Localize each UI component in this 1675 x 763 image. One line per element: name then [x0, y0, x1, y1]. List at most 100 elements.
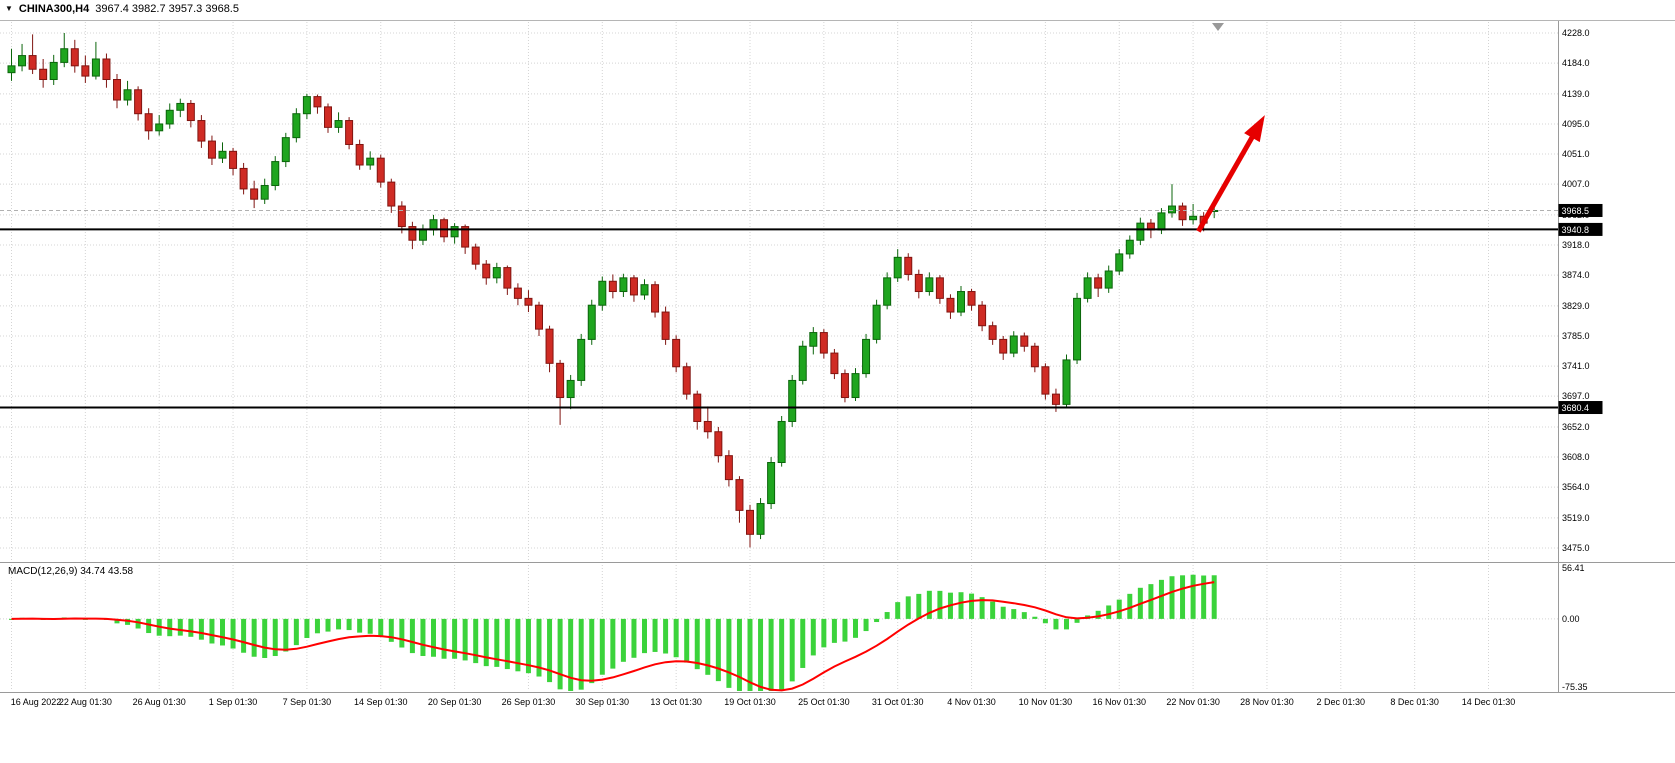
candle-body	[1073, 297, 1082, 361]
candle-body	[229, 150, 238, 169]
candle-body	[144, 113, 153, 132]
price-axis-label: 4095.0	[1562, 119, 1590, 129]
candle-body	[862, 338, 871, 375]
candle-body	[672, 338, 681, 368]
price-axis-label: 4184.0	[1562, 58, 1590, 68]
candle-body	[197, 120, 206, 142]
candle-body	[186, 102, 195, 122]
candle-body	[1051, 393, 1060, 405]
candle-body	[1178, 205, 1187, 221]
candle-body	[545, 328, 554, 364]
candle-body	[39, 68, 48, 81]
candle-body	[1020, 335, 1029, 347]
candle-body	[102, 58, 111, 81]
candle-body	[746, 509, 754, 535]
candle-body	[798, 345, 807, 381]
candle-body	[619, 277, 628, 293]
time-axis-label: 16 Aug 2022	[11, 697, 62, 707]
time-axis-label: 28 Nov 01:30	[1240, 697, 1294, 707]
candles[interactable]	[7, 33, 1219, 548]
price-axis-label: 3829.0	[1562, 301, 1590, 311]
candle-body	[260, 185, 269, 200]
candle-body	[999, 338, 1008, 354]
macd-indicator-label: MACD(12,26,9) 34.74 43.58	[8, 566, 134, 577]
time-axis-label: 22 Aug 01:30	[59, 697, 112, 707]
candle-body	[176, 102, 185, 111]
macd-axis[interactable]: 56.41 0.00 -75.35	[1562, 563, 1588, 692]
time-axis-label: 4 Nov 01:30	[947, 697, 996, 707]
candle-body	[513, 287, 522, 299]
price-axis-label: 3874.0	[1562, 270, 1590, 280]
candle-body	[1009, 335, 1018, 354]
candle-body	[1104, 270, 1113, 289]
macd-axis-label: 0.00	[1562, 614, 1580, 624]
candle-body	[49, 61, 58, 81]
candle-body	[577, 338, 586, 381]
candle-body	[714, 431, 723, 457]
pane-separators	[0, 20, 1675, 693]
price-axis-label: 3475.0	[1562, 543, 1590, 553]
trend-arrow[interactable]	[1196, 115, 1265, 233]
price-axis[interactable]: 4228.04184.04139.04095.04051.04007.03962…	[1562, 28, 1590, 553]
chart-shift-marker[interactable]	[1212, 23, 1224, 31]
candle-body	[334, 120, 343, 128]
candle-body	[651, 284, 660, 313]
candle-body	[292, 113, 301, 139]
candle-body	[724, 455, 733, 481]
ohlc-quote-label: 3967.4 3982.7 3957.3 3968.5	[95, 3, 239, 15]
price-axis-label: 4007.0	[1562, 179, 1590, 189]
price-axis-label: 3608.0	[1562, 452, 1590, 462]
candle-body	[91, 58, 100, 77]
hline-price-tag: 3940.8	[1558, 222, 1603, 236]
candle-body	[355, 143, 364, 166]
candle-body	[608, 280, 617, 293]
candle-body	[345, 120, 354, 145]
candle-body	[640, 284, 649, 296]
candle-body	[482, 263, 491, 279]
time-axis-label: 13 Oct 01:30	[650, 697, 702, 707]
candle-body	[1030, 345, 1039, 368]
candle-body	[7, 65, 16, 74]
candle-body	[809, 332, 818, 347]
candle-body	[767, 462, 776, 505]
candle-body	[250, 188, 259, 200]
candle-body	[440, 219, 449, 238]
candle-body	[978, 304, 987, 327]
candle-body	[408, 226, 417, 241]
candle-body	[18, 55, 27, 67]
price-axis-label: 3564.0	[1562, 482, 1590, 492]
candle-body	[988, 325, 997, 340]
time-axis-label: 14 Dec 01:30	[1462, 697, 1516, 707]
price-axis-label: 4051.0	[1562, 149, 1590, 159]
time-axis-label: 7 Sep 01:30	[283, 697, 332, 707]
price-axis-label: 3741.0	[1562, 361, 1590, 371]
candle-body	[1189, 215, 1198, 221]
candle-body	[587, 304, 596, 340]
candle-body	[851, 373, 860, 399]
candle-body	[28, 55, 37, 70]
candle-body	[281, 137, 290, 163]
time-axis-label: 30 Sep 01:30	[576, 697, 630, 707]
candle-body	[524, 297, 533, 306]
price-axis-label: 3697.0	[1562, 391, 1590, 401]
time-axis-label: 14 Sep 01:30	[354, 697, 408, 707]
candle-body	[155, 123, 164, 132]
candle-body	[1136, 222, 1145, 241]
candle-body	[682, 366, 691, 395]
symbol-timeframe-label: CHINA300,H4	[18, 3, 90, 15]
candle-body	[503, 267, 512, 289]
candle-body	[1083, 277, 1092, 299]
candle-body	[935, 277, 944, 299]
candle-body	[957, 291, 965, 313]
symbol-dropdown-icon[interactable]: ▼	[5, 4, 13, 13]
macd-axis-label: -75.35	[1562, 682, 1588, 692]
time-axis-label: 19 Oct 01:30	[724, 697, 776, 707]
candle-body	[840, 373, 849, 399]
candle-body	[70, 48, 79, 67]
candle-body	[134, 89, 143, 115]
candle-body	[397, 205, 406, 228]
candle-body	[830, 352, 839, 375]
candle-body	[207, 140, 216, 159]
